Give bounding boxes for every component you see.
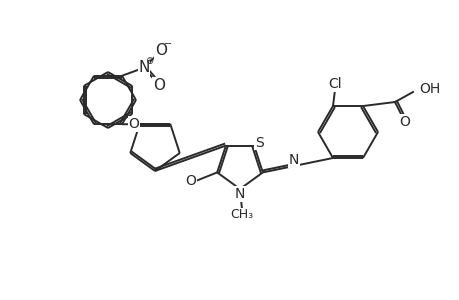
Text: S: S — [254, 136, 263, 150]
Text: CH₃: CH₃ — [230, 208, 253, 221]
Text: O: O — [153, 78, 165, 93]
Text: ⊕: ⊕ — [145, 56, 153, 66]
Text: N: N — [234, 187, 245, 201]
Text: Cl: Cl — [327, 77, 341, 91]
Text: N: N — [138, 60, 149, 75]
Text: O: O — [155, 43, 167, 58]
Text: N: N — [288, 153, 298, 167]
Text: O: O — [128, 117, 139, 131]
Text: OH: OH — [418, 82, 439, 96]
Text: −: − — [163, 39, 172, 49]
Text: O: O — [399, 115, 409, 129]
Text: O: O — [185, 174, 196, 188]
